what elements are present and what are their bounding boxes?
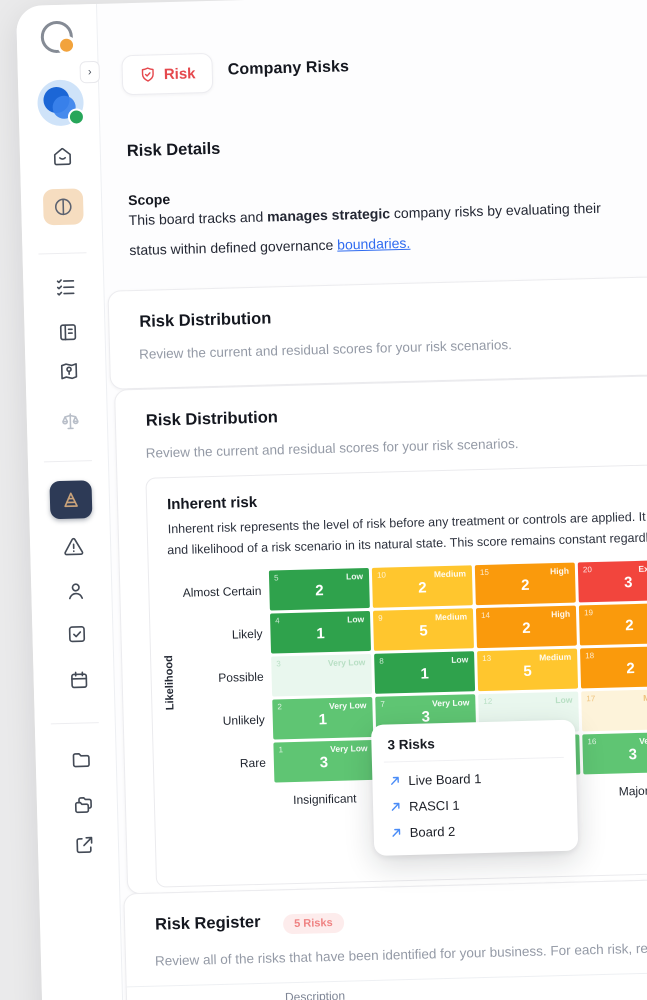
card-subtitle: Review the current and residual scores f… — [145, 435, 519, 461]
arrow-up-right-icon — [392, 828, 401, 837]
app-logo[interactable] — [40, 20, 74, 54]
sidebar-divider — [50, 722, 99, 725]
matrix-cell-9[interactable]: 9 Medium 5 — [372, 608, 474, 651]
card-title: Risk Distribution — [139, 309, 272, 331]
matrix-col-label: Insignificant — [293, 791, 357, 808]
risk-type-badge[interactable]: Risk — [121, 52, 214, 96]
user-avatar[interactable] — [36, 79, 86, 127]
sidebar-item-files[interactable] — [68, 747, 93, 772]
checklist-icon — [56, 278, 75, 296]
risk-badge-label: Risk — [163, 64, 196, 83]
sidebar-item-insights[interactable] — [42, 188, 84, 226]
map-pin-icon — [60, 362, 77, 379]
sidebar-expand-button[interactable]: › — [79, 60, 101, 84]
arrow-up-right-icon — [391, 776, 399, 785]
risk-register-title: Risk Register — [154, 912, 261, 934]
folders-icon — [74, 796, 92, 813]
scope-text-line1: This board tracks and manages strategic … — [128, 199, 602, 229]
matrix-cell-5[interactable]: 5 Low 2 — [268, 567, 370, 611]
risk-distribution-card-2: Risk Distribution Review the current and… — [114, 372, 647, 895]
pie-chart-icon — [54, 198, 72, 216]
sidebar-item-collections[interactable] — [71, 792, 96, 817]
matrix-cell-4[interactable]: 4 Low 1 — [269, 610, 372, 654]
calendar-icon — [70, 671, 87, 688]
scope-heading: Scope — [127, 191, 171, 209]
matrix-cell-14[interactable]: 14 High 2 — [475, 605, 577, 649]
avatar — [36, 79, 86, 127]
matrix-cell-18[interactable]: 18High2 — [580, 645, 647, 689]
matrix-cell-13[interactable]: 13 Medium 5 — [477, 648, 579, 692]
risk-distribution-card-1: Risk Distribution Review the current and… — [107, 273, 647, 390]
matrix-row-label: Rare — [239, 755, 267, 771]
matrix-cell-3[interactable]: 3 Very Low — [271, 653, 373, 697]
warning-icon — [63, 537, 83, 555]
sidebar-item-home[interactable] — [50, 144, 75, 169]
page-title: Company Risks — [227, 58, 350, 79]
matrix-row-label: Possible — [218, 669, 264, 685]
share-icon — [75, 836, 92, 853]
matrix-cell-10[interactable]: 10 Medium 2 — [371, 565, 473, 608]
sidebar-item-compliance[interactable] — [58, 408, 83, 433]
sidebar: › — [16, 3, 126, 1000]
shield-check-icon — [141, 67, 154, 82]
matrix-cell-15[interactable]: 15 High 2 — [474, 562, 576, 606]
sidebar-item-tasks[interactable] — [53, 274, 78, 299]
risk-popup: 3 Risks Live Board 1 RASCI 1 Board 2 — [370, 719, 579, 856]
checkbox-icon — [68, 625, 85, 642]
sidebar-item-export[interactable] — [72, 832, 97, 857]
matrix-cell-2[interactable]: 2 Very Low 1 — [272, 696, 374, 740]
inherent-risk-card: Inherent risk Inherent risk represents t… — [145, 461, 647, 888]
home-icon — [53, 147, 71, 165]
card-title: Risk Distribution — [145, 408, 279, 430]
sidebar-divider — [38, 252, 87, 255]
pyramid-icon — [64, 492, 78, 508]
popup-link[interactable]: Board 2 — [390, 821, 562, 840]
risk-register-card: Risk Register 5 Risks Review all of the … — [123, 876, 647, 1000]
online-status-dot — [67, 108, 86, 126]
matrix-cell-19[interactable]: 19High2 — [578, 602, 647, 646]
chevron-right-icon: › — [87, 66, 92, 79]
sidebar-item-risk-active[interactable] — [49, 480, 93, 520]
scales-icon — [61, 412, 79, 429]
arrow-up-right-icon — [391, 802, 400, 811]
popup-link[interactable]: RASCI 1 — [389, 795, 561, 814]
matrix-cell-20[interactable]: 20 Extreme 3 — [577, 559, 647, 603]
book-icon — [59, 323, 76, 340]
sidebar-item-calendar[interactable] — [66, 667, 91, 692]
risk-register-subtitle: Review all of the risks that have been i… — [154, 940, 647, 969]
boundaries-link[interactable]: boundaries. — [336, 234, 411, 253]
sidebar-item-map[interactable] — [56, 358, 81, 383]
sidebar-item-people[interactable] — [63, 578, 88, 603]
matrix-row-label: Unlikely — [222, 712, 265, 728]
sidebar-item-library[interactable] — [55, 319, 80, 344]
sidebar-divider — [43, 460, 92, 463]
table-column-description: Description — [284, 988, 346, 1000]
folder-icon — [72, 752, 90, 767]
matrix-row-label: Likely — [231, 626, 263, 642]
risk-count-badge: 5 Risks — [282, 912, 344, 935]
matrix-cell-1[interactable]: 1 Very Low 3 — [273, 739, 375, 783]
sidebar-item-approvals[interactable] — [64, 621, 89, 646]
matrix-cell-8[interactable]: 8 Low 1 — [374, 651, 476, 694]
sidebar-item-issues[interactable] — [61, 533, 86, 558]
scope-text-line2: status within defined governance boundar… — [129, 234, 411, 259]
popup-divider — [383, 756, 564, 763]
card-subtitle: Review the current and residual scores f… — [138, 337, 513, 362]
popup-title: 3 Risks — [387, 736, 435, 753]
table-header-divider — [126, 969, 647, 988]
popup-link[interactable]: Live Board 1 — [388, 769, 560, 788]
matrix-row-label: Almost Certain — [182, 583, 262, 600]
matrix-col-label: Major — [618, 783, 647, 799]
matrix-cell-17[interactable]: 17 Medium — [581, 688, 647, 732]
user-icon — [68, 582, 83, 599]
risk-details-heading: Risk Details — [126, 139, 221, 161]
logo-icon — [40, 20, 74, 54]
app-window: › Risk Company Risks Risk Details Scope … — [16, 0, 647, 1000]
